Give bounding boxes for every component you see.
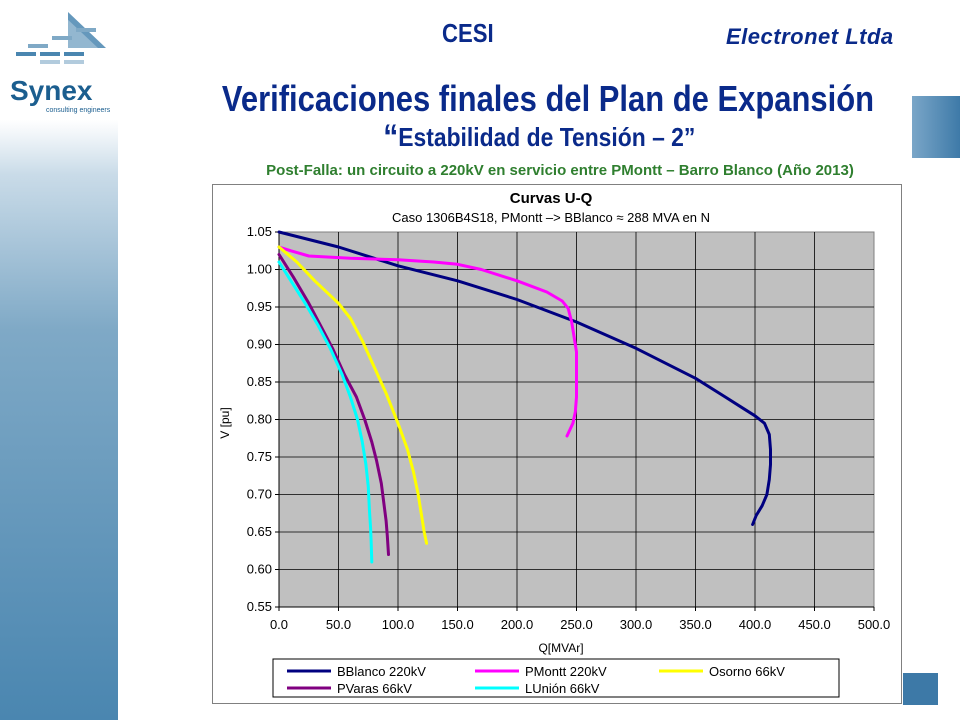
- subtitle-text: Estabilidad de Tensión – 2”: [397, 122, 696, 152]
- x-tick-label: 100.0: [382, 617, 415, 632]
- y-tick-label: 0.80: [247, 412, 272, 427]
- right-accent-band-bottom: [903, 673, 938, 705]
- slide-title: Verificaciones finales del Plan de Expan…: [221, 78, 875, 119]
- x-tick-label: 50.0: [326, 617, 351, 632]
- slide-subtitle: “Estabilidad de Tensión – 2”: [383, 118, 695, 157]
- right-accent-band: [912, 96, 960, 158]
- legend-label: BBlanco 220kV: [337, 664, 426, 679]
- series-line-3: [277, 245, 429, 545]
- legend-label: LUnión 66kV: [525, 681, 600, 696]
- y-tick-label: 0.55: [247, 599, 272, 614]
- x-axis-label: Q[MVAr]: [538, 641, 583, 655]
- uq-chart: Curvas U-Q Caso 1306B4S18, PMontt –> BBl…: [218, 190, 891, 698]
- logo-subtext: consulting engineers: [46, 107, 111, 114]
- y-tick-label: 0.75: [247, 449, 272, 464]
- x-tick-label: 450.0: [798, 617, 831, 632]
- series-line-2: [277, 245, 578, 438]
- x-tick-label: 350.0: [679, 617, 712, 632]
- chart-title: Curvas U-Q: [510, 190, 593, 207]
- legend-label: PMontt 220kV: [525, 664, 607, 679]
- legend-box: [272, 658, 840, 698]
- subtitle-open-quote: “: [382, 118, 398, 156]
- x-tick-label: 400.0: [739, 617, 772, 632]
- y-axis-label: V [pu]: [218, 407, 232, 438]
- y-tick-label: 0.95: [247, 299, 272, 314]
- x-tick-label: 500.0: [858, 617, 891, 632]
- legend-label: PVaras 66kV: [337, 681, 412, 696]
- header-cesi-label: CESI: [442, 18, 494, 48]
- y-tick-label: 1.05: [247, 224, 272, 239]
- slide-subtitle-wrap: “Estabilidad de Tensión – 2”: [118, 118, 960, 157]
- series-line-4: [277, 253, 390, 556]
- y-tick-label: 0.85: [247, 374, 272, 389]
- x-tick-label: 150.0: [441, 617, 474, 632]
- x-tick-label: 250.0: [560, 617, 593, 632]
- slide-caption: Post-Falla: un circuito a 220kV en servi…: [266, 162, 854, 179]
- y-tick-label: 0.70: [247, 487, 272, 502]
- x-tick-label: 200.0: [501, 617, 534, 632]
- series-line-5: [277, 260, 374, 564]
- chart-subtitle: Caso 1306B4S18, PMontt –> BBlanco ≈ 288 …: [392, 210, 710, 225]
- chart-frame: Curvas U-Q Caso 1306B4S18, PMontt –> BBl…: [212, 184, 902, 704]
- y-tick-label: 0.90: [247, 337, 272, 352]
- logo-text: Synex: [10, 75, 93, 106]
- y-tick-label: 1.00: [247, 262, 272, 277]
- logo-mark-icon: [16, 12, 106, 64]
- header-company-label: Electronet Ltda: [726, 24, 894, 49]
- y-tick-label: 0.60: [247, 562, 272, 577]
- x-tick-label: 300.0: [620, 617, 653, 632]
- legend-label: Osorno 66kV: [709, 664, 785, 679]
- synex-logo: Synex consulting engineers: [10, 12, 111, 114]
- sidebar-band: [0, 0, 118, 720]
- series-line-1: [277, 230, 772, 526]
- x-tick-label: 0.0: [270, 617, 288, 632]
- y-tick-label: 0.65: [247, 524, 272, 539]
